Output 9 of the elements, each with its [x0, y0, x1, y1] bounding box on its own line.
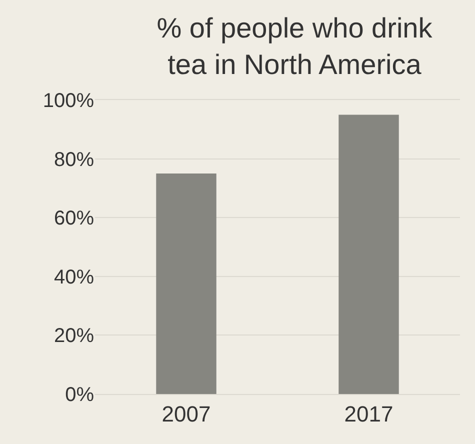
y-tick-label: 20%	[54, 325, 94, 348]
y-tick-label: 40%	[54, 266, 94, 288]
x-tick-label: 2007	[162, 401, 211, 426]
y-tick-label: 100%	[42, 90, 94, 112]
y-tick-label: 80%	[54, 148, 94, 171]
y-tick-label: 60%	[54, 208, 94, 230]
x-tick-label: 2017	[344, 401, 394, 426]
y-tick-label: 0%	[65, 384, 94, 406]
chart-title: % of people who drink tea in North America	[156, 12, 434, 80]
